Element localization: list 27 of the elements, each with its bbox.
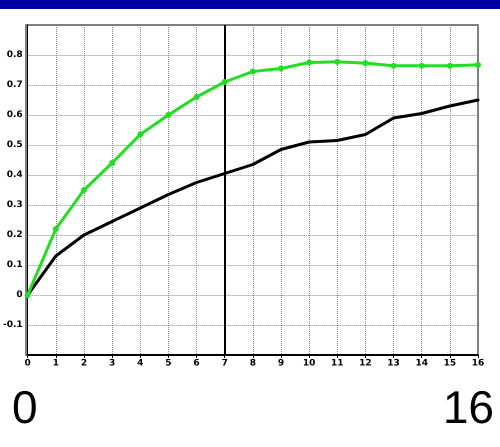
y-tick-label: 0.8 (6, 50, 23, 60)
x-tick-label: 14 (415, 358, 428, 368)
x-tick-label: 15 (444, 358, 456, 368)
x-tick-label: 12 (359, 358, 372, 368)
x-tick-label: 13 (387, 358, 400, 368)
x-tick-label: 16 (472, 358, 484, 368)
y-tick-label: 0.3 (6, 200, 23, 210)
x-tick-label: 3 (108, 358, 116, 368)
x-tick-label: 1 (52, 358, 59, 368)
y-tick-label: 0.5 (6, 140, 23, 150)
y-tick-label: 0.4 (6, 170, 23, 180)
x-tick-label: 8 (250, 358, 256, 368)
y-tick-label: 0.2 (6, 230, 23, 240)
x-tick-label: 9 (278, 358, 284, 368)
x-tick-label: 4 (137, 358, 144, 368)
y-tick-label: -0.1 (2, 320, 23, 330)
y-tick-label: 0.6 (6, 110, 23, 120)
y-tick-label: 0 (16, 290, 23, 300)
y-tick-label: 0.7 (6, 80, 23, 90)
x-tick-label: 6 (193, 358, 200, 368)
x-tick-label: 5 (165, 358, 172, 368)
y-tick-label: 0.1 (6, 260, 23, 270)
x-tick-label: 11 (331, 358, 344, 368)
x-tick-label: 0 (24, 358, 31, 368)
x-tick-label: 10 (302, 358, 316, 368)
x-tick-label: 2 (80, 358, 88, 368)
x-tick-label: 7 (222, 358, 228, 368)
